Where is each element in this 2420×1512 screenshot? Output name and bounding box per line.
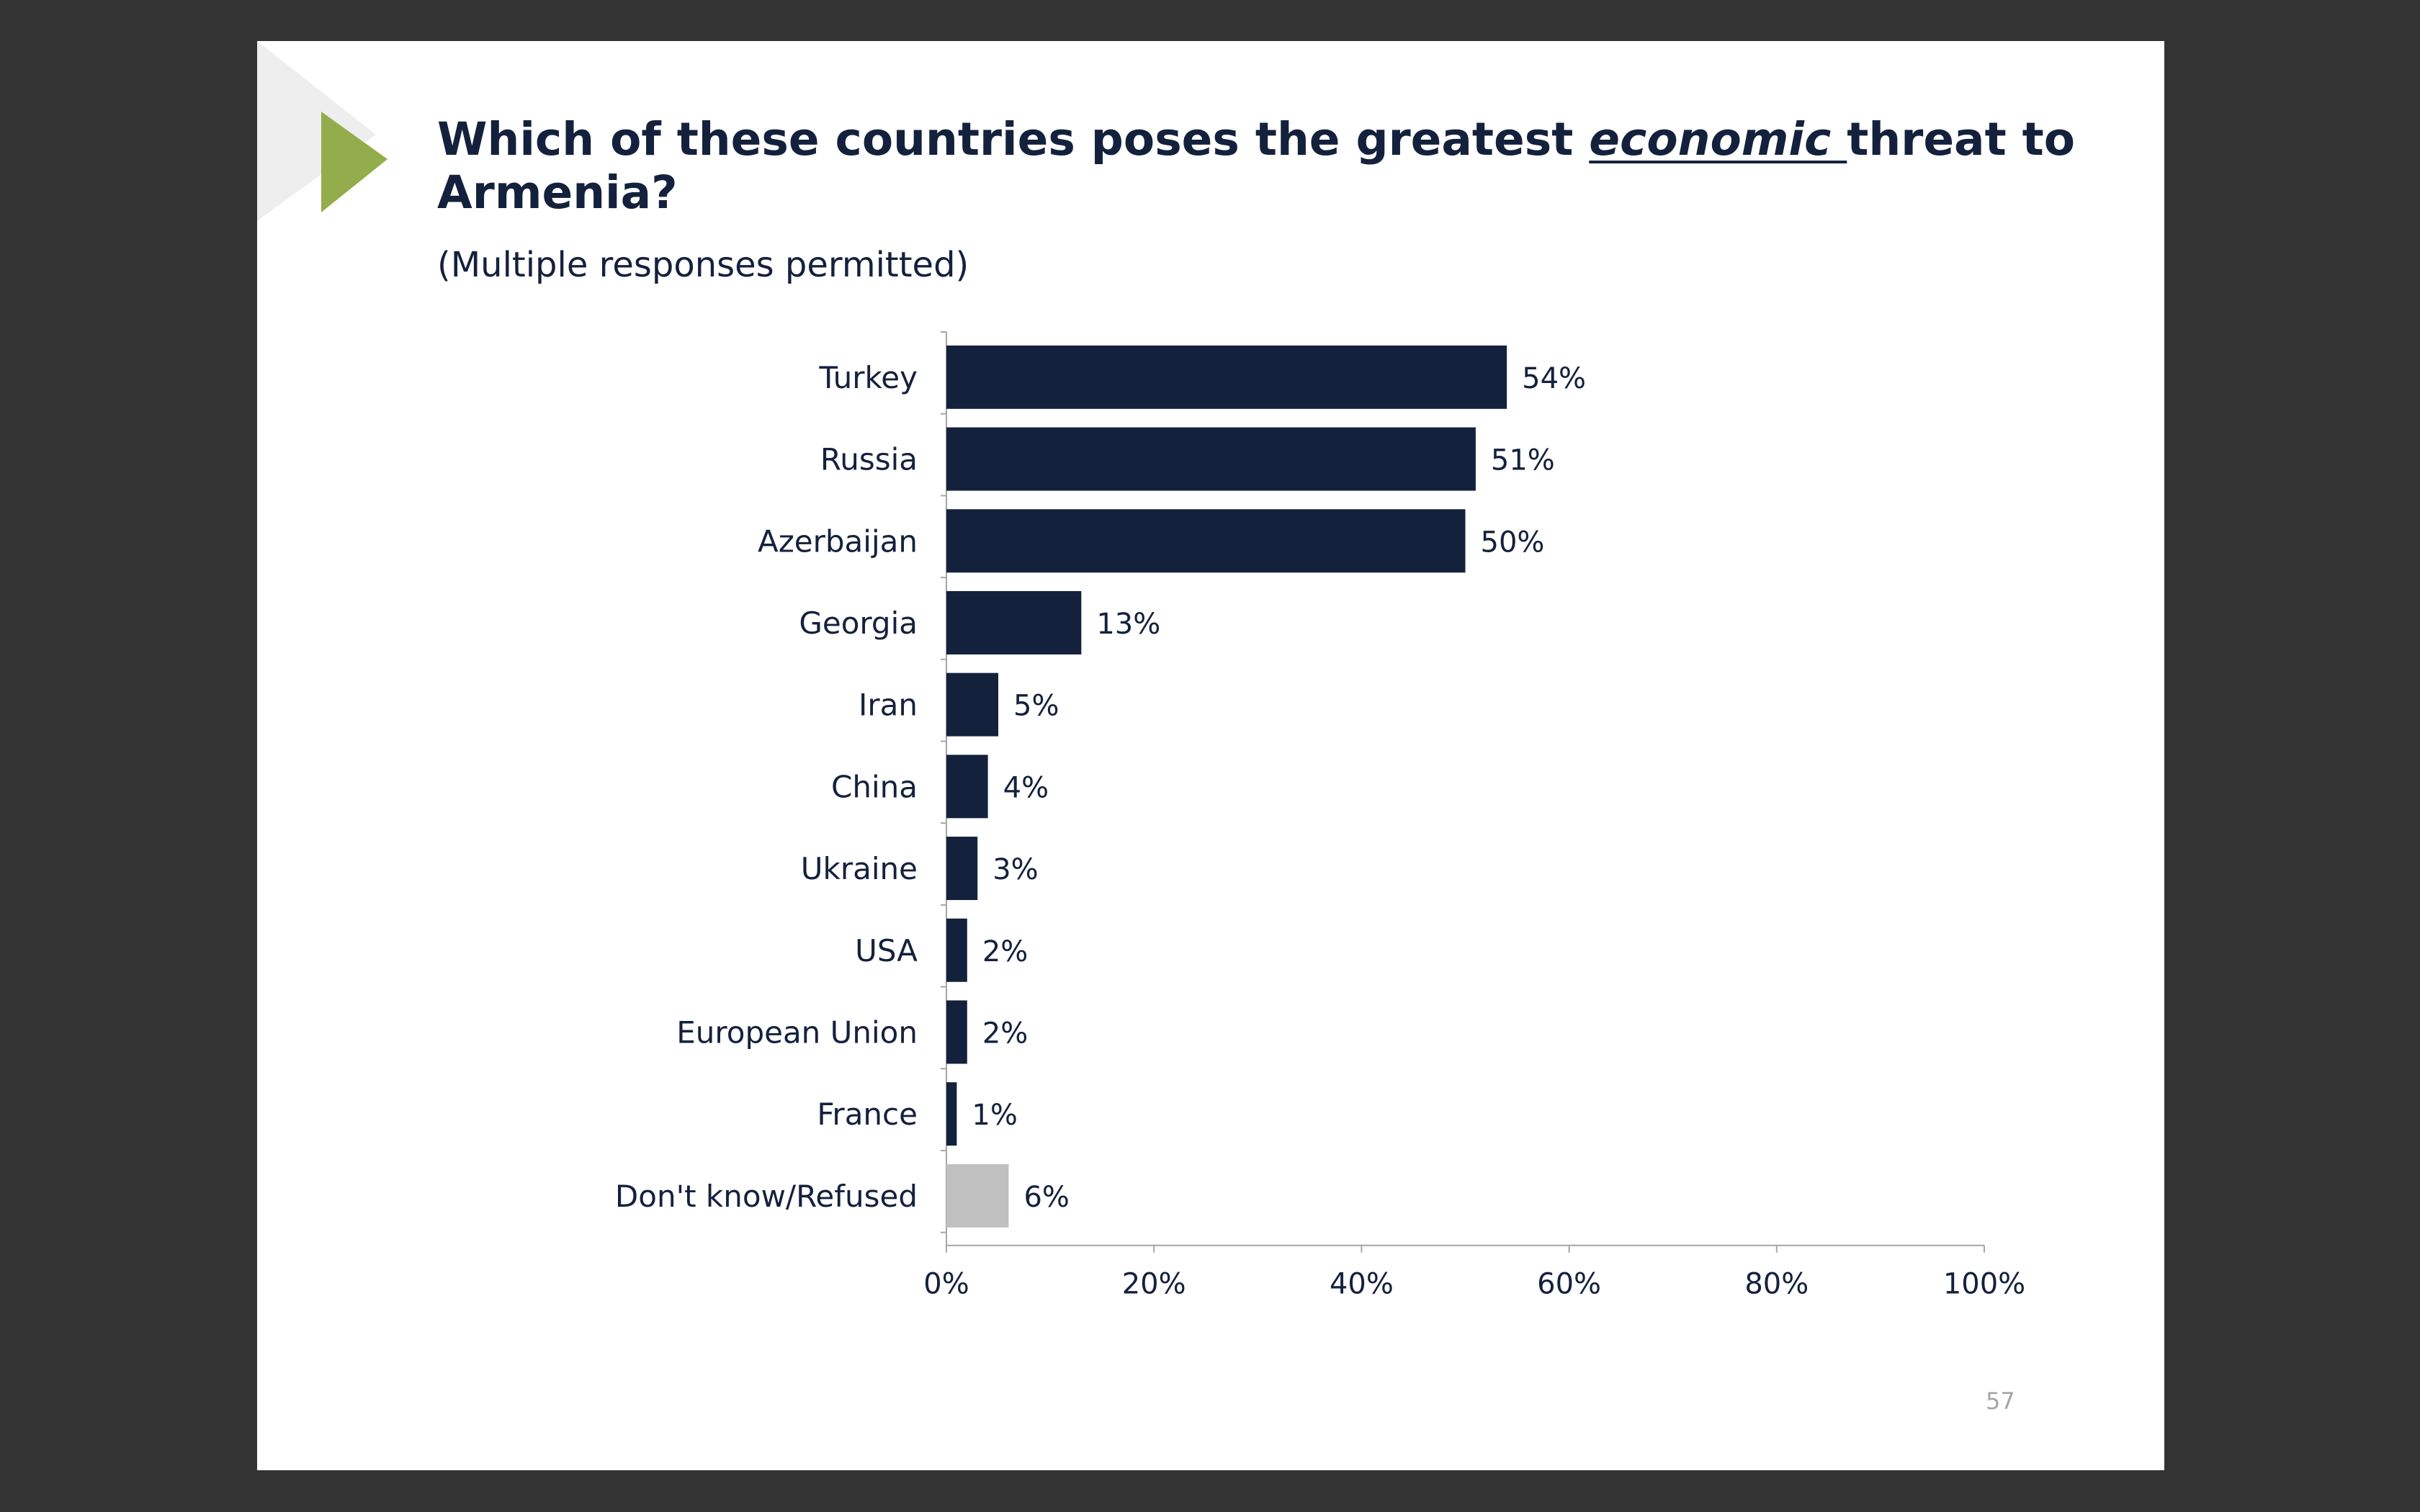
- category-label: China: [831, 769, 918, 804]
- category-label: European Union: [676, 1014, 918, 1050]
- data-label: 4%: [1003, 771, 1049, 804]
- x-tick-label: 40%: [1330, 1268, 1394, 1301]
- category-label: Turkey: [818, 360, 918, 395]
- x-tick-label: 60%: [1537, 1268, 1601, 1301]
- data-label: 2%: [982, 935, 1028, 968]
- x-tick-label: 80%: [1744, 1268, 1809, 1301]
- data-label: 54%: [1522, 362, 1586, 395]
- x-tick-label: 20%: [1122, 1268, 1186, 1301]
- bar: [946, 427, 1476, 491]
- bar: [946, 590, 1082, 654]
- category-label: USA: [855, 933, 918, 968]
- data-label: 5%: [1013, 690, 1059, 723]
- data-label: 51%: [1491, 444, 1555, 477]
- bar: [946, 345, 1507, 409]
- slide-title: Which of these countries poses the great…: [437, 113, 2094, 220]
- bar: [946, 918, 967, 982]
- data-label: 3%: [992, 853, 1038, 886]
- title-emphasis: economic: [1589, 113, 1847, 166]
- bar: [946, 1000, 967, 1064]
- category-label: Iran: [859, 688, 918, 723]
- accent-triangle-icon: [321, 112, 387, 212]
- category-label: Russia: [820, 442, 918, 477]
- bar: [946, 755, 988, 819]
- category-label: France: [817, 1097, 918, 1132]
- bar: [946, 837, 978, 901]
- data-label: 13%: [1096, 608, 1160, 641]
- bar-chart: Turkey 54% Russia 51% Azerbaijan 50% Georgia 13…: [615, 331, 2025, 1301]
- bar: [946, 1082, 957, 1146]
- title-text-part2: threat to Armenia?: [437, 113, 2076, 219]
- page-number: 57: [1986, 1387, 2015, 1415]
- decoration-background-triangle: [257, 41, 376, 221]
- bar: [946, 1164, 1009, 1228]
- category-label: Georgia: [799, 606, 918, 641]
- title-text-part1: Which of these countries poses the great…: [437, 113, 1590, 166]
- data-label: 50%: [1481, 526, 1545, 559]
- x-tick-label: 0%: [923, 1268, 969, 1301]
- slide: Which of these countries poses the great…: [257, 41, 2164, 1470]
- bar: [946, 672, 999, 737]
- data-label: 2%: [982, 1017, 1028, 1050]
- category-label: Don't know/Refused: [615, 1179, 918, 1214]
- category-label: Azerbaijan: [758, 523, 918, 559]
- bar: [946, 509, 1466, 573]
- x-tick-label: 100%: [1943, 1268, 2025, 1301]
- data-label: 6%: [1023, 1181, 1069, 1214]
- slide-decoration: [257, 41, 387, 221]
- slide-subtitle: (Multiple responses permitted): [437, 245, 969, 285]
- data-label: 1%: [972, 1099, 1017, 1132]
- category-label: Ukraine: [801, 851, 918, 886]
